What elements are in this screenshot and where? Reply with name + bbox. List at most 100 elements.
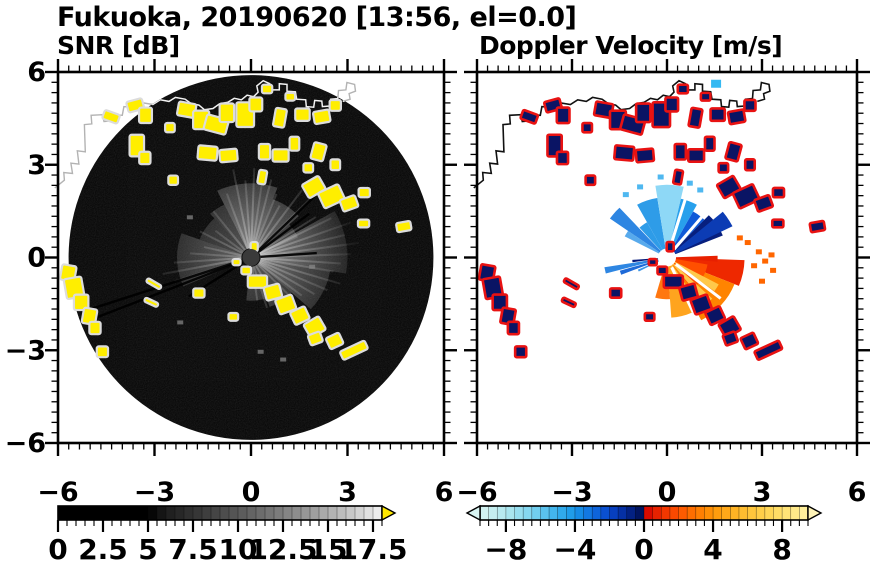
clutter-echo bbox=[709, 107, 727, 123]
x-tick-label: 3 bbox=[338, 477, 357, 508]
clutter-echo bbox=[743, 98, 757, 113]
clutter-echo bbox=[753, 194, 775, 213]
colorbar-label: −4 bbox=[553, 533, 596, 566]
beam-shadow-ray bbox=[85, 259, 243, 323]
colorbar-label: 7.5 bbox=[168, 533, 218, 566]
radar-site-dot bbox=[658, 248, 676, 267]
clutter-echo bbox=[357, 186, 371, 199]
clutter-echo bbox=[753, 339, 784, 361]
clutter-echo bbox=[302, 162, 315, 174]
colorbar-overflow-arrow bbox=[381, 504, 397, 522]
clutter-echo bbox=[771, 186, 786, 199]
x-tick-label: 6 bbox=[848, 477, 867, 508]
velocity-fan-wedge bbox=[673, 211, 733, 254]
clutter-echo bbox=[306, 330, 324, 347]
colorbar-label: 0 bbox=[634, 533, 653, 566]
clutter-echo bbox=[289, 305, 311, 326]
clutter-echo bbox=[513, 345, 528, 359]
clutter-echo bbox=[356, 218, 371, 229]
clutter-echo bbox=[88, 320, 102, 336]
clutter-echo bbox=[808, 219, 827, 234]
colorbar-label: 4 bbox=[703, 533, 722, 566]
clutter-echo bbox=[262, 282, 284, 302]
clutter-echo bbox=[731, 183, 761, 210]
clutter-echo bbox=[288, 135, 301, 152]
x-tick-label: 0 bbox=[242, 477, 261, 508]
velocity-fan-wedge bbox=[604, 258, 659, 274]
velocity-fan-wedge bbox=[674, 261, 719, 292]
clutter-echo bbox=[560, 296, 578, 309]
clutter-echo bbox=[665, 240, 675, 253]
clutter-echo bbox=[562, 277, 581, 291]
clutter-echo bbox=[143, 296, 160, 308]
clutter-echo bbox=[248, 96, 264, 113]
clutter-echo bbox=[717, 161, 730, 174]
clutter-echo bbox=[770, 218, 785, 229]
clutter-echo bbox=[196, 144, 219, 162]
clutter-echo bbox=[721, 330, 740, 347]
clutter-echo bbox=[664, 96, 680, 113]
colorbar-label: 5 bbox=[138, 533, 157, 566]
velocity-colorbar: −8 −4 0 4 8 bbox=[465, 504, 823, 566]
clutter-echo bbox=[726, 108, 747, 126]
clutter-echo bbox=[519, 108, 540, 125]
clutter-echo bbox=[218, 147, 239, 164]
clutter-echo bbox=[647, 257, 659, 267]
clutter-echo bbox=[678, 282, 699, 302]
clutter-echo bbox=[634, 102, 652, 124]
y-tick-label: 3 bbox=[27, 150, 46, 181]
clutter-echo bbox=[227, 311, 240, 322]
clutter-echo bbox=[317, 183, 346, 210]
velocity-fan-wedge bbox=[669, 198, 697, 250]
clutter-echo bbox=[676, 83, 690, 95]
snr-axes: −6 −3 0 3 6 6 3 0 −3 −6 bbox=[5, 57, 457, 508]
x-tick-label: −3 bbox=[551, 477, 592, 508]
clutter-echo bbox=[634, 147, 656, 164]
clutter-echo bbox=[703, 135, 716, 152]
clutter-echo bbox=[294, 107, 311, 122]
x-tick-label: −6 bbox=[456, 477, 497, 508]
x-tick-label: −6 bbox=[37, 477, 78, 508]
clutter-echo bbox=[687, 106, 704, 129]
clutter-echo bbox=[689, 293, 713, 316]
clutter-echo bbox=[506, 320, 521, 336]
clutter-echo bbox=[256, 168, 269, 186]
velocity-fan-wedge bbox=[639, 222, 663, 252]
echo-fan-wedge bbox=[259, 211, 348, 274]
clutter-echo bbox=[274, 293, 298, 316]
clutter-echo bbox=[643, 311, 656, 323]
clutter-echo bbox=[743, 158, 757, 172]
clutter-echo bbox=[581, 121, 594, 134]
colorbar-label: 8 bbox=[772, 533, 791, 566]
clutter-echo bbox=[656, 265, 669, 276]
velocity-fan-wedge bbox=[675, 255, 718, 262]
clutter-echo bbox=[240, 265, 253, 276]
clutter-echo bbox=[167, 174, 180, 186]
clutter-echo bbox=[72, 293, 90, 312]
clutter-echo bbox=[95, 345, 110, 359]
clutter-echo bbox=[80, 306, 99, 326]
clutter-echo bbox=[555, 106, 571, 125]
velocity-fan-wedge bbox=[624, 230, 660, 254]
colorbar-label: 17.5 bbox=[338, 533, 407, 566]
clutter-echo bbox=[395, 219, 413, 234]
snr-panel-title: SNR [dB] bbox=[57, 31, 180, 60]
beam-shadow-ray bbox=[256, 194, 317, 252]
colorbar-label: −8 bbox=[484, 533, 527, 566]
clutter-echo bbox=[608, 287, 623, 299]
clutter-echo bbox=[613, 144, 636, 162]
clutter-echo bbox=[260, 83, 274, 95]
clutter-echo bbox=[231, 257, 242, 267]
clutter-echo bbox=[339, 339, 369, 361]
clutter-echo bbox=[662, 274, 685, 290]
y-tick-label: 0 bbox=[27, 243, 46, 274]
y-tick-label: −3 bbox=[5, 335, 46, 366]
clutter-echo bbox=[272, 106, 288, 129]
clutter-echo bbox=[328, 98, 343, 112]
clutter-echo bbox=[491, 293, 509, 312]
clutter-echo bbox=[164, 121, 176, 134]
colorbar-label: 0 bbox=[48, 533, 67, 566]
clutter-echo bbox=[284, 91, 297, 102]
